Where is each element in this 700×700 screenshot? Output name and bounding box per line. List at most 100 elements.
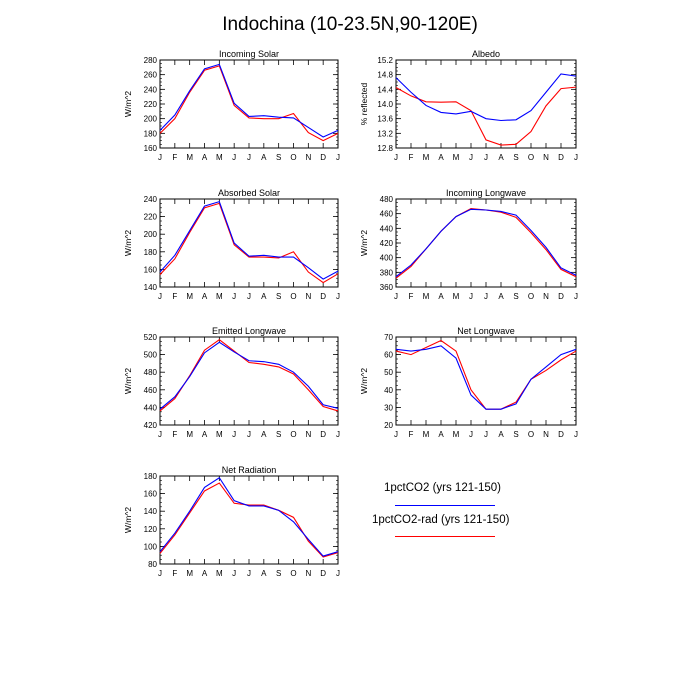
x-tick-label: S	[513, 153, 518, 162]
x-tick-label: J	[158, 292, 162, 301]
y-tick-label: 180	[144, 129, 158, 138]
y-tick-label: 460	[144, 386, 158, 395]
x-tick-label: J	[469, 153, 473, 162]
panel-title: Albedo	[472, 49, 500, 59]
x-tick-label: O	[290, 430, 296, 439]
y-tick-label: 180	[144, 472, 158, 481]
y-tick-label: 240	[144, 195, 158, 204]
x-tick-label: F	[172, 430, 177, 439]
x-tick-label: N	[543, 430, 549, 439]
y-tick-label: 220	[144, 213, 158, 222]
x-tick-label: M	[423, 153, 430, 162]
panel-title: Incoming Longwave	[446, 188, 526, 198]
x-tick-label: O	[528, 430, 534, 439]
legend-line-1pctco2-rad	[395, 536, 495, 537]
x-tick-label: N	[305, 430, 311, 439]
x-tick-label: A	[202, 569, 208, 578]
y-tick-label: 240	[144, 85, 158, 94]
x-tick-label: A	[261, 153, 267, 162]
x-tick-label: J	[247, 153, 251, 162]
x-tick-label: J	[247, 569, 251, 578]
x-tick-label: D	[320, 292, 326, 301]
x-tick-label: O	[290, 569, 296, 578]
x-tick-label: J	[484, 153, 488, 162]
y-tick-label: 14.0	[377, 100, 393, 109]
series-line-1pctco2	[159, 476, 339, 557]
y-tick-label: 500	[144, 351, 158, 360]
x-tick-label: J	[574, 430, 578, 439]
series-line-1pctco2	[395, 73, 577, 122]
x-tick-label: A	[438, 430, 444, 439]
x-tick-label: J	[232, 430, 236, 439]
x-tick-label: J	[336, 153, 340, 162]
series-line-1pctco2-rad	[395, 339, 577, 410]
x-tick-label: D	[558, 292, 564, 301]
x-tick-label: J	[574, 153, 578, 162]
y-tick-label: 140	[144, 283, 158, 292]
x-tick-label: A	[261, 430, 267, 439]
legend-line-1pctco2	[395, 505, 495, 506]
x-tick-label: J	[469, 430, 473, 439]
y-tick-label: 40	[384, 386, 393, 395]
x-tick-label: D	[320, 569, 326, 578]
y-tick-label: 60	[384, 351, 393, 360]
y-tick-label: 14.4	[377, 85, 393, 94]
series-line-1pctco2-rad	[159, 338, 339, 412]
x-tick-label: N	[305, 292, 311, 301]
y-tick-label: 440	[380, 224, 394, 233]
x-tick-label: A	[202, 430, 208, 439]
x-tick-label: A	[438, 153, 444, 162]
x-tick-label: S	[276, 292, 281, 301]
series-line-1pctco2	[159, 200, 339, 280]
legend-label-1pctco2-rad: 1pctCO2-rad (yrs 121-150)	[372, 514, 510, 526]
x-tick-label: F	[409, 153, 414, 162]
x-tick-label: F	[172, 292, 177, 301]
x-tick-label: J	[336, 292, 340, 301]
y-axis-label: W/m^2	[123, 91, 133, 117]
x-tick-label: O	[528, 153, 534, 162]
y-tick-label: 100	[144, 542, 158, 551]
y-axis-label: % reflected	[359, 82, 369, 125]
x-tick-label: J	[394, 292, 398, 301]
x-tick-label: F	[409, 430, 414, 439]
x-tick-label: S	[276, 569, 281, 578]
y-tick-label: 80	[148, 560, 157, 569]
y-tick-label: 400	[380, 254, 394, 263]
panel-incoming-longwave: Incoming Longwave 360 380 400 420 440 460 480 J F…	[359, 188, 578, 301]
y-tick-label: 420	[144, 421, 158, 430]
x-tick-label: S	[276, 430, 281, 439]
y-axis-label: W/m^2	[123, 507, 133, 533]
y-tick-label: 20	[384, 421, 393, 430]
y-tick-label: 13.2	[377, 129, 393, 138]
y-tick-label: 140	[144, 507, 158, 516]
y-tick-label: 420	[380, 239, 394, 248]
figure-title: Indochina (10-23.5N,90-120E)	[222, 14, 478, 35]
x-tick-label: J	[232, 153, 236, 162]
x-tick-label: N	[305, 569, 311, 578]
x-tick-label: J	[232, 292, 236, 301]
x-tick-label: D	[320, 153, 326, 162]
x-tick-label: A	[202, 292, 208, 301]
series-line-1pctco2-rad	[159, 482, 339, 558]
x-tick-label: M	[453, 430, 460, 439]
x-tick-label: J	[232, 569, 236, 578]
x-tick-label: J	[484, 292, 488, 301]
y-tick-label: 460	[380, 210, 394, 219]
y-tick-label: 30	[384, 403, 393, 412]
x-tick-label: J	[574, 292, 578, 301]
x-tick-label: D	[558, 153, 564, 162]
y-tick-label: 15.2	[377, 56, 393, 65]
x-tick-label: A	[438, 292, 444, 301]
y-tick-label: 220	[144, 100, 158, 109]
x-tick-label: N	[305, 153, 311, 162]
y-axis-label: W/m^2	[123, 230, 133, 256]
panel-title: Net Radiation	[222, 465, 277, 475]
x-tick-label: A	[202, 153, 208, 162]
x-tick-label: M	[186, 153, 193, 162]
y-tick-label: 70	[384, 333, 393, 342]
